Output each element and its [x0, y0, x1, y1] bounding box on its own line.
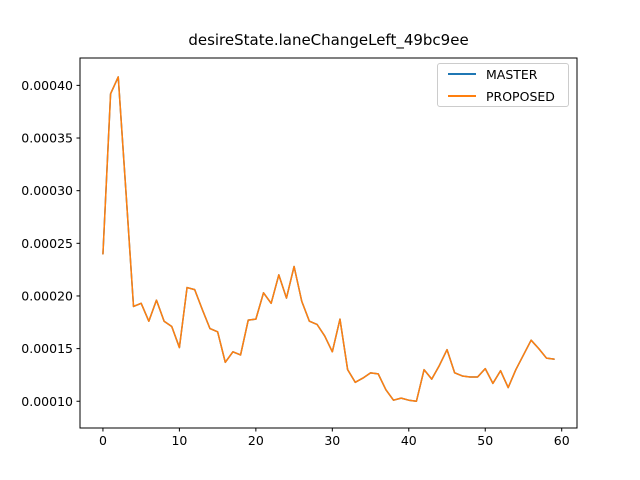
proposed-line-swatch — [448, 95, 476, 97]
y-axis-tick-label: 0.00040 — [21, 78, 73, 93]
master-line-swatch — [448, 73, 476, 75]
series-line-master — [102, 76, 555, 403]
x-axis-tick-label: 60 — [554, 433, 570, 448]
x-axis-tick-label: 40 — [401, 433, 417, 448]
y-axis-tick-label: 0.00015 — [21, 341, 73, 356]
y-axis-tick-label: 0.00035 — [21, 131, 73, 146]
plot-border — [79, 57, 578, 429]
y-axis-tick-label: 0.00030 — [21, 183, 73, 198]
legend-item-proposed: PROPOSED — [448, 89, 568, 104]
series-line-proposed — [102, 76, 555, 403]
chart-title: desireState.laneChangeLeft_49bc9ee — [188, 31, 469, 49]
y-axis-tick-label: 0.00025 — [21, 236, 73, 251]
x-axis-tick-label: 10 — [171, 433, 187, 448]
y-axis-tick-label: 0.00020 — [21, 288, 73, 303]
x-axis-tick-label: 30 — [324, 433, 340, 448]
legend-label-master: MASTER — [486, 66, 538, 82]
legend-box: MASTER PROPOSED — [437, 63, 569, 107]
x-axis-tick-label: 20 — [248, 433, 264, 448]
x-axis-tick-label: 50 — [477, 433, 493, 448]
x-axis-tick-label: 0 — [99, 433, 107, 448]
legend-label-proposed: PROPOSED — [486, 88, 555, 104]
legend-item-master: MASTER — [448, 67, 568, 82]
y-axis-tick-label: 0.00010 — [21, 394, 73, 409]
